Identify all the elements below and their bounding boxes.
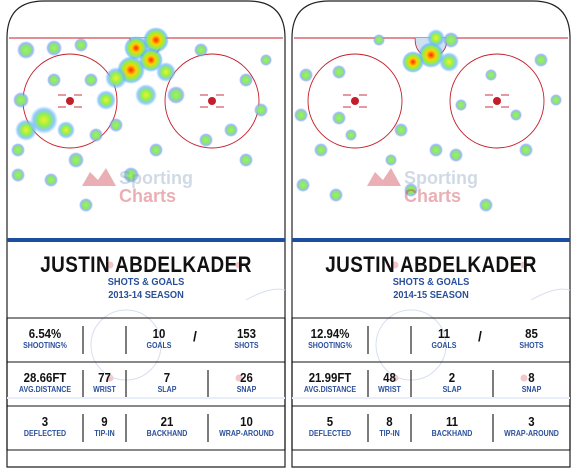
svg-text:Charts: Charts [119,186,176,206]
backhand-value: 11 [445,414,459,429]
goals-value: 10 [152,326,166,341]
backhand-stat: 21 BACKHAND [127,414,207,439]
shooting-pct-stat: 12.94% SHOOTING% [293,326,367,351]
wrist-label: WRIST [93,385,116,394]
shot-heatmap [11,27,272,212]
shooting-pct-stat: 6.54% SHOOTING% [8,326,82,351]
shooting-pct-value: 12.94% [310,326,350,341]
rink-diagram: Sporting Charts [6,0,286,468]
tip-in-value: 8 [386,414,393,429]
slap-label: SLAP [157,385,177,394]
wrist-stat: 77 WRIST [84,370,125,395]
snap-label: SNAP [236,385,257,394]
tip-in-label: TIP-IN [379,429,400,438]
backhand-value: 21 [160,414,174,429]
deflected-stat: 3 DEFLECTED [8,414,82,439]
avg-distance-value: 28.66FT [23,370,67,385]
avg-distance-stat: 21.99FT AVG.DISTANCE [293,370,367,395]
snap-stat: 8 SNAP [494,370,569,395]
shots-value: 153 [236,326,257,341]
snap-label: SNAP [521,385,542,394]
goals-stat: 11 GOALS [412,326,476,351]
sporting-charts-watermark: Sporting Charts [82,168,193,206]
avg-distance-label: AVG.DISTANCE [18,385,72,394]
svg-text:Charts: Charts [404,186,461,206]
tip-in-stat: 9 TIP-IN [84,414,125,439]
wrap-around-label: WRAP-AROUND [504,429,559,438]
wrap-around-value: 3 [528,414,535,429]
wrap-around-stat: 10 WRAP-AROUND [209,414,284,439]
deflected-value: 3 [41,414,49,429]
wrap-around-stat: 3 WRAP-AROUND [494,414,569,439]
tip-in-stat: 8 TIP-IN [369,414,410,439]
season-label: 2014-15 SEASON [393,289,469,301]
tip-in-label: TIP-IN [94,429,115,438]
deflected-label: DEFLECTED [23,429,67,438]
slap-value: 7 [163,370,171,385]
deflected-label: DEFLECTED [308,429,352,438]
backhand-label: BACKHAND [146,429,188,438]
player-name: JUSTIN ABDELKADER [40,252,252,277]
season-label: 2013-14 SEASON [108,289,184,301]
deflected-value: 5 [326,414,334,429]
shots-label: SHOTS [519,341,544,350]
shots-value: 85 [525,326,538,341]
rink-diagram: Sporting Charts [291,0,571,468]
svg-text:Sporting: Sporting [119,168,193,188]
snap-stat: 26 SNAP [209,370,284,395]
shots-stat: 153 SHOTS [209,326,284,351]
wrap-around-label: WRAP-AROUND [219,429,274,438]
goals-label: GOALS [146,341,172,350]
wrist-value: 48 [383,370,396,385]
slap-stat: 2 SLAP [412,370,492,395]
shot-card-2013-14: Sporting Charts JUST [6,0,286,468]
wrist-label: WRIST [378,385,401,394]
slap-label: SLAP [442,385,462,394]
wrist-value: 77 [98,370,111,385]
goals-value: 11 [437,326,451,341]
wrap-around-value: 10 [240,414,253,429]
wrist-stat: 48 WRIST [369,370,410,395]
shooting-pct-label: SHOOTING% [23,341,67,350]
card-subtitle: SHOTS & GOALS [392,276,470,288]
shooting-pct-value: 6.54% [28,326,62,341]
player-name: JUSTIN ABDELKADER [325,252,537,277]
slap-value: 2 [448,370,456,385]
shots-stat: 85 SHOTS [494,326,569,351]
shots-label: SHOTS [234,341,259,350]
goals-label: GOALS [431,341,457,350]
deflected-stat: 5 DEFLECTED [293,414,367,439]
tip-in-value: 9 [101,414,108,429]
goals-shots-separator: / [193,328,197,344]
backhand-stat: 11 BACKHAND [412,414,492,439]
shooting-pct-label: SHOOTING% [308,341,352,350]
avg-distance-stat: 28.66FT AVG.DISTANCE [8,370,82,395]
goals-shots-separator: / [478,328,482,344]
shot-heatmap [294,29,562,212]
backhand-label: BACKHAND [431,429,473,438]
slap-stat: 7 SLAP [127,370,207,395]
snap-value: 26 [240,370,253,385]
svg-text:Sporting: Sporting [404,168,478,188]
goals-stat: 10 GOALS [127,326,191,351]
card-subtitle: SHOTS & GOALS [107,276,185,288]
shot-card-2014-15: Sporting Charts JUSTIN ABDELKADER [291,0,571,468]
avg-distance-value: 21.99FT [308,370,352,385]
sporting-charts-watermark: Sporting Charts [367,168,478,206]
snap-value: 8 [528,370,535,385]
avg-distance-label: AVG.DISTANCE [303,385,357,394]
